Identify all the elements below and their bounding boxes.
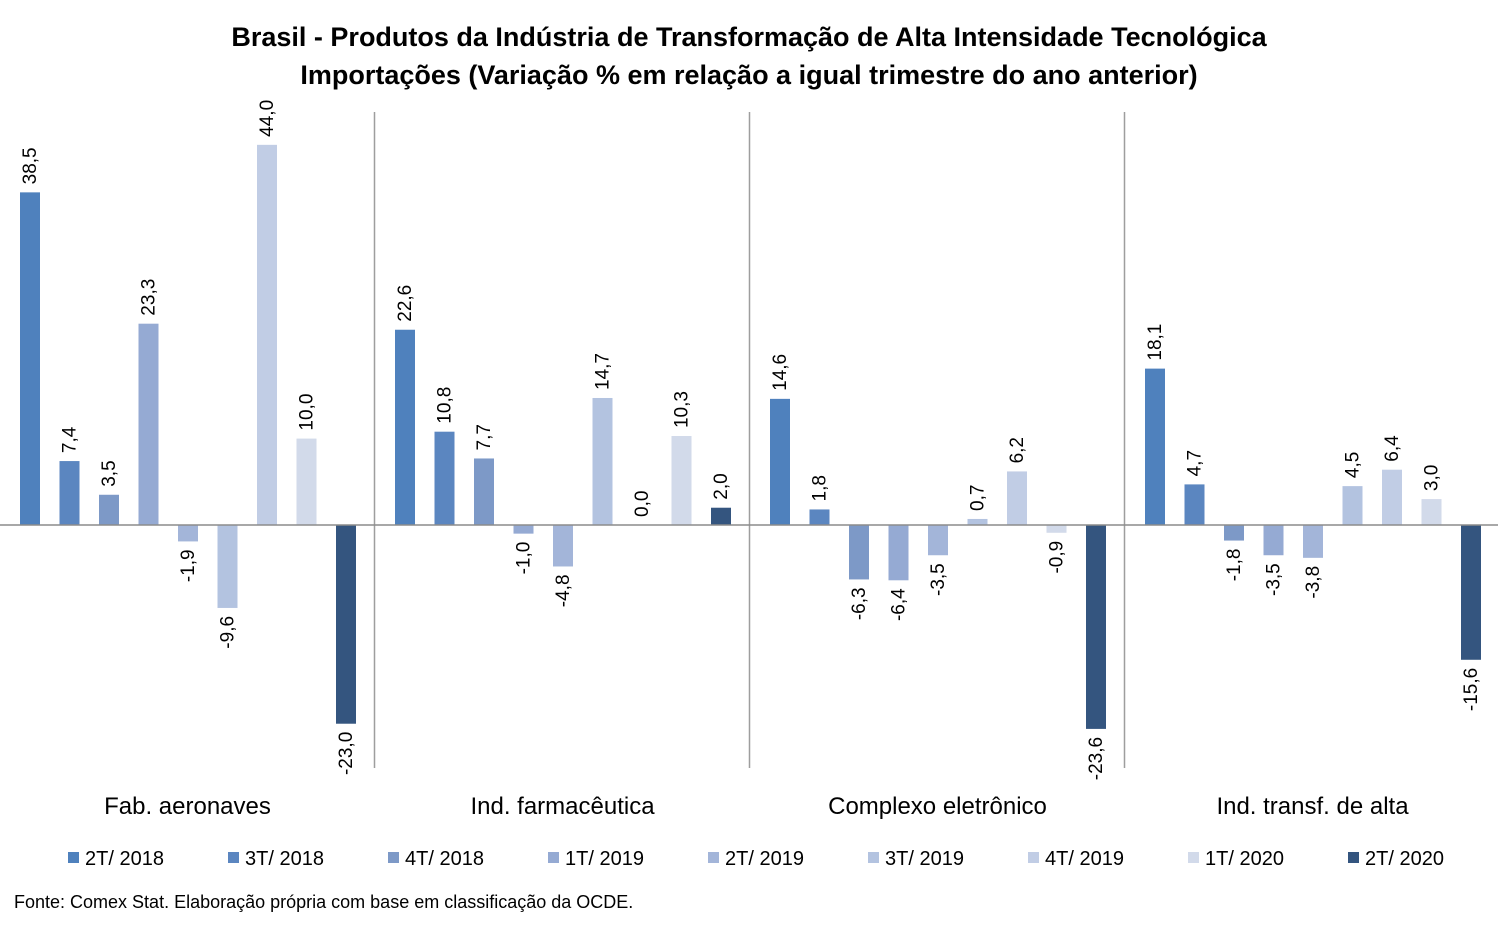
bar bbox=[1342, 486, 1363, 525]
legend-label: 1T/ 2020 bbox=[1205, 848, 1284, 870]
legend-label: 2T/ 2018 bbox=[85, 848, 164, 870]
data-label: -23,0 bbox=[336, 732, 357, 775]
data-label: 0,0 bbox=[632, 491, 653, 517]
data-label: 44,0 bbox=[257, 100, 278, 137]
bar bbox=[178, 525, 198, 542]
legend-swatch bbox=[548, 852, 559, 863]
bar bbox=[770, 398, 790, 525]
data-label: 3,0 bbox=[1422, 465, 1443, 491]
data-label: -1,0 bbox=[514, 542, 535, 575]
data-label: -6,4 bbox=[889, 588, 910, 621]
bar-chart: 38,5 7,4 3,5 23,3 -1,9 -9,6 44,0 10,0 -23,0 Fab. … bbox=[0, 100, 1498, 870]
legend-label: 3T/ 2018 bbox=[245, 848, 324, 870]
bar bbox=[1263, 525, 1284, 556]
bar bbox=[20, 192, 40, 526]
data-label: -6,3 bbox=[849, 587, 870, 620]
data-label: -1,9 bbox=[178, 549, 199, 582]
bar bbox=[217, 525, 238, 608]
data-label: 6,4 bbox=[1382, 435, 1403, 462]
bar bbox=[1224, 525, 1244, 541]
bar bbox=[592, 397, 613, 525]
data-label: 18,1 bbox=[1145, 324, 1166, 361]
bar bbox=[1007, 471, 1027, 525]
bar bbox=[967, 518, 988, 525]
data-label: -1,8 bbox=[1224, 549, 1245, 582]
bar bbox=[1421, 499, 1442, 525]
bar bbox=[1303, 525, 1323, 558]
data-label: 2,0 bbox=[711, 473, 732, 499]
legend-swatch bbox=[708, 852, 719, 863]
bar bbox=[1145, 368, 1165, 525]
data-label: 10,0 bbox=[297, 394, 318, 431]
bar bbox=[59, 461, 80, 525]
bar bbox=[711, 507, 731, 525]
bar bbox=[928, 525, 948, 556]
bar bbox=[474, 458, 494, 525]
data-label: 4,7 bbox=[1185, 450, 1206, 476]
bar bbox=[1184, 484, 1205, 525]
bar bbox=[336, 525, 356, 724]
data-label: -15,6 bbox=[1461, 668, 1482, 711]
bar bbox=[296, 438, 317, 525]
bar bbox=[99, 494, 119, 525]
legend-swatch bbox=[388, 852, 399, 863]
source-note: Fonte: Comex Stat. Elaboração própria co… bbox=[14, 892, 634, 912]
legend-swatch bbox=[1028, 852, 1039, 863]
data-label: 10,3 bbox=[672, 391, 693, 428]
bar bbox=[138, 323, 159, 525]
legend-swatch bbox=[1188, 852, 1199, 863]
bar bbox=[434, 431, 455, 525]
data-label: -9,6 bbox=[218, 616, 239, 649]
data-label: 4,5 bbox=[1343, 452, 1364, 478]
data-label: 10,8 bbox=[435, 387, 456, 424]
bar bbox=[1382, 469, 1402, 525]
data-label: 38,5 bbox=[20, 147, 41, 184]
data-label: 6,2 bbox=[1007, 437, 1028, 463]
data-label: 23,3 bbox=[139, 279, 160, 316]
bar bbox=[849, 525, 869, 580]
data-label: 3,5 bbox=[99, 460, 120, 486]
chart-subtitle: Importações (Variação % em relação a igu… bbox=[300, 60, 1198, 90]
data-label: 1,8 bbox=[810, 475, 831, 501]
data-label: 14,6 bbox=[770, 354, 791, 391]
data-label: -23,6 bbox=[1086, 737, 1107, 780]
data-label: 22,6 bbox=[395, 285, 416, 322]
data-label: -3,5 bbox=[1264, 563, 1285, 596]
bar bbox=[1046, 525, 1067, 533]
data-label: -3,8 bbox=[1303, 566, 1324, 599]
bar bbox=[257, 144, 277, 525]
data-label: 7,4 bbox=[60, 426, 81, 453]
data-label: -0,9 bbox=[1047, 541, 1068, 574]
category-label: Ind. farmacêutica bbox=[470, 793, 655, 820]
legend-label: 2T/ 2020 bbox=[1365, 848, 1444, 870]
legend-swatch bbox=[1348, 852, 1359, 863]
data-label: 0,7 bbox=[968, 485, 989, 511]
category-label: Complexo eletrônico bbox=[828, 793, 1047, 820]
data-label: -3,5 bbox=[928, 563, 949, 596]
bar bbox=[553, 525, 573, 567]
category-label: Ind. transf. de alta bbox=[1216, 793, 1409, 820]
bar bbox=[395, 329, 415, 525]
legend-swatch bbox=[868, 852, 879, 863]
legend-swatch bbox=[228, 852, 239, 863]
legend-label: 4T/ 2019 bbox=[1045, 848, 1124, 870]
bar bbox=[1461, 525, 1481, 660]
legend-label: 4T/ 2018 bbox=[405, 848, 484, 870]
data-label: 14,7 bbox=[593, 353, 614, 390]
bar bbox=[671, 436, 692, 525]
data-label: 7,7 bbox=[474, 424, 495, 450]
bar bbox=[513, 525, 534, 534]
bar bbox=[888, 525, 909, 581]
category-label: Fab. aeronaves bbox=[104, 793, 271, 820]
legend-label: 1T/ 2019 bbox=[565, 848, 644, 870]
chart-title: Brasil - Produtos da Indústria de Transf… bbox=[231, 22, 1267, 52]
data-label: -4,8 bbox=[553, 574, 574, 607]
legend-label: 3T/ 2019 bbox=[885, 848, 964, 870]
legend-swatch bbox=[68, 852, 79, 863]
bar bbox=[809, 509, 830, 525]
legend-label: 2T/ 2019 bbox=[725, 848, 804, 870]
bar bbox=[1086, 525, 1106, 729]
